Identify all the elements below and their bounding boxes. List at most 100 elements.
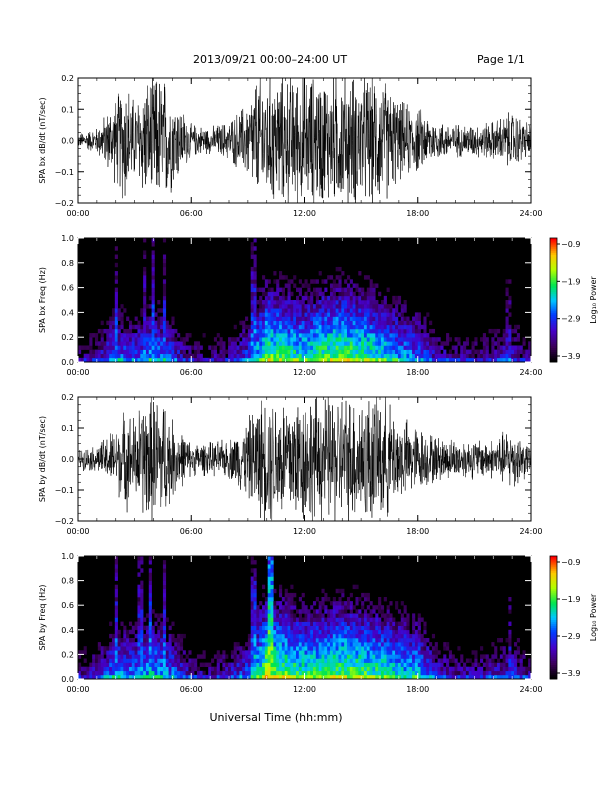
spectrogram-cell <box>310 324 314 330</box>
spectrogram-cell <box>128 654 133 659</box>
spectrogram-cell <box>202 662 206 667</box>
spectrogram-cell <box>264 341 268 346</box>
spectrogram-cell <box>516 650 520 655</box>
spectrogram-cell <box>352 295 356 301</box>
spectrogram-cell <box>318 642 322 647</box>
spectrogram-cell <box>225 357 229 363</box>
spectrogram-cell <box>310 295 314 301</box>
spectrogram-cell <box>162 357 167 363</box>
spectrogram-cell <box>191 666 195 672</box>
spectrogram-cell <box>259 345 263 350</box>
spectrogram-cell <box>83 658 87 663</box>
spectrogram-cell <box>148 324 152 330</box>
spectrogram-cell <box>168 341 172 346</box>
spectrogram-cell <box>511 670 515 676</box>
spectrogram-cell <box>352 638 356 643</box>
spectrogram-cell <box>378 654 382 659</box>
spectrogram-cell <box>250 279 254 284</box>
spectrogram-cell <box>426 353 430 359</box>
spectrogram-cell <box>395 601 399 606</box>
spectrogram-cell <box>310 353 314 359</box>
spectrogram-cell <box>380 609 385 614</box>
spectrogram-cell <box>264 312 268 317</box>
spectrogram-cell <box>307 629 311 635</box>
x-tick-label: 12:00 <box>293 685 316 694</box>
y-axis-label: SPA by Freq (Hz) <box>38 585 47 651</box>
spectrogram-cell <box>380 320 385 326</box>
spectrogram-cell <box>160 357 164 363</box>
colorbar-segment <box>550 345 557 348</box>
spectrogram-cell <box>250 295 254 301</box>
spectrogram-cell <box>522 674 526 680</box>
spectrogram-cell <box>494 357 498 363</box>
colorbar-segment <box>550 304 557 307</box>
spectrogram-cell <box>338 658 342 663</box>
spectrogram-cell <box>191 662 195 667</box>
spectrogram-cell <box>358 625 362 631</box>
spectrogram-cell <box>103 349 107 355</box>
spectrogram-cell <box>273 320 277 326</box>
spectrogram-cell <box>143 271 147 276</box>
spectrogram-cell <box>341 662 345 667</box>
spectrogram-cell <box>281 316 285 321</box>
spectrogram-cell <box>120 621 124 626</box>
spectrogram-cell <box>369 666 373 672</box>
spectrogram-cell <box>352 654 356 659</box>
spectrogram-cell <box>177 662 181 667</box>
spectrogram-cell <box>253 650 257 655</box>
spectrogram-cell <box>171 320 175 326</box>
spectrogram-cell <box>366 353 370 359</box>
spectrogram-cell <box>281 654 285 659</box>
spectrogram-cell <box>279 638 283 643</box>
spectrogram-cell <box>327 312 331 317</box>
spectrogram-cell <box>151 654 155 659</box>
spectrogram-cell <box>315 613 319 618</box>
spectrogram-cell <box>245 341 249 346</box>
spectrogram-cell <box>338 650 342 655</box>
spectrogram-cell <box>363 275 368 280</box>
colorbar-segment <box>550 341 557 344</box>
spectrogram-cell <box>140 642 144 647</box>
spectrogram-cell <box>423 341 427 346</box>
spectrogram-cell <box>151 345 155 350</box>
spectrogram-cell <box>358 300 362 305</box>
spectrogram-cell <box>174 646 178 651</box>
spectrogram-cell <box>329 621 334 626</box>
spectrogram-cell <box>290 621 294 626</box>
spectrogram-cell <box>304 349 308 355</box>
spectrogram-cell <box>426 349 430 355</box>
spectrogram-cell <box>386 304 390 309</box>
spectrogram-cell <box>216 353 220 359</box>
colorbar-segment <box>550 609 557 612</box>
spectrogram-cell <box>168 662 172 667</box>
spectrogram-cell <box>400 617 404 622</box>
spectrogram-cell <box>250 621 254 626</box>
spectrogram-cell <box>177 646 181 651</box>
spectrogram-cell <box>392 295 396 301</box>
spectrogram-cell <box>162 287 167 293</box>
spectrogram-cell <box>284 670 288 676</box>
spectrogram-cell <box>369 650 373 655</box>
spectrogram-cell <box>358 642 362 647</box>
spectrogram-cell <box>264 345 268 350</box>
spectrogram-cell <box>196 345 201 350</box>
spectrogram-cell <box>143 662 147 667</box>
spectrogram-cell <box>256 609 260 614</box>
spectrogram-cell <box>267 592 271 598</box>
spectrogram-cell <box>375 658 379 663</box>
spectrogram-cell <box>185 337 189 342</box>
y-tick-label: 1.0 <box>61 552 74 561</box>
spectrogram-cell <box>157 320 161 326</box>
spectrogram-cell <box>137 357 141 363</box>
spectrogram-cell <box>514 674 518 680</box>
spectrogram-cell <box>431 633 436 639</box>
spectrogram-cell <box>417 625 421 631</box>
spectrogram-cell <box>511 357 515 363</box>
spectrogram-cell <box>310 345 314 350</box>
spectrogram-cell <box>298 625 302 631</box>
colorbar-tick-label: −1.9 <box>561 595 580 604</box>
spectrogram-cell <box>372 353 376 359</box>
spectrogram-cell <box>162 601 167 606</box>
spectrogram-cell <box>279 674 283 680</box>
spectrogram-cell <box>117 328 121 334</box>
